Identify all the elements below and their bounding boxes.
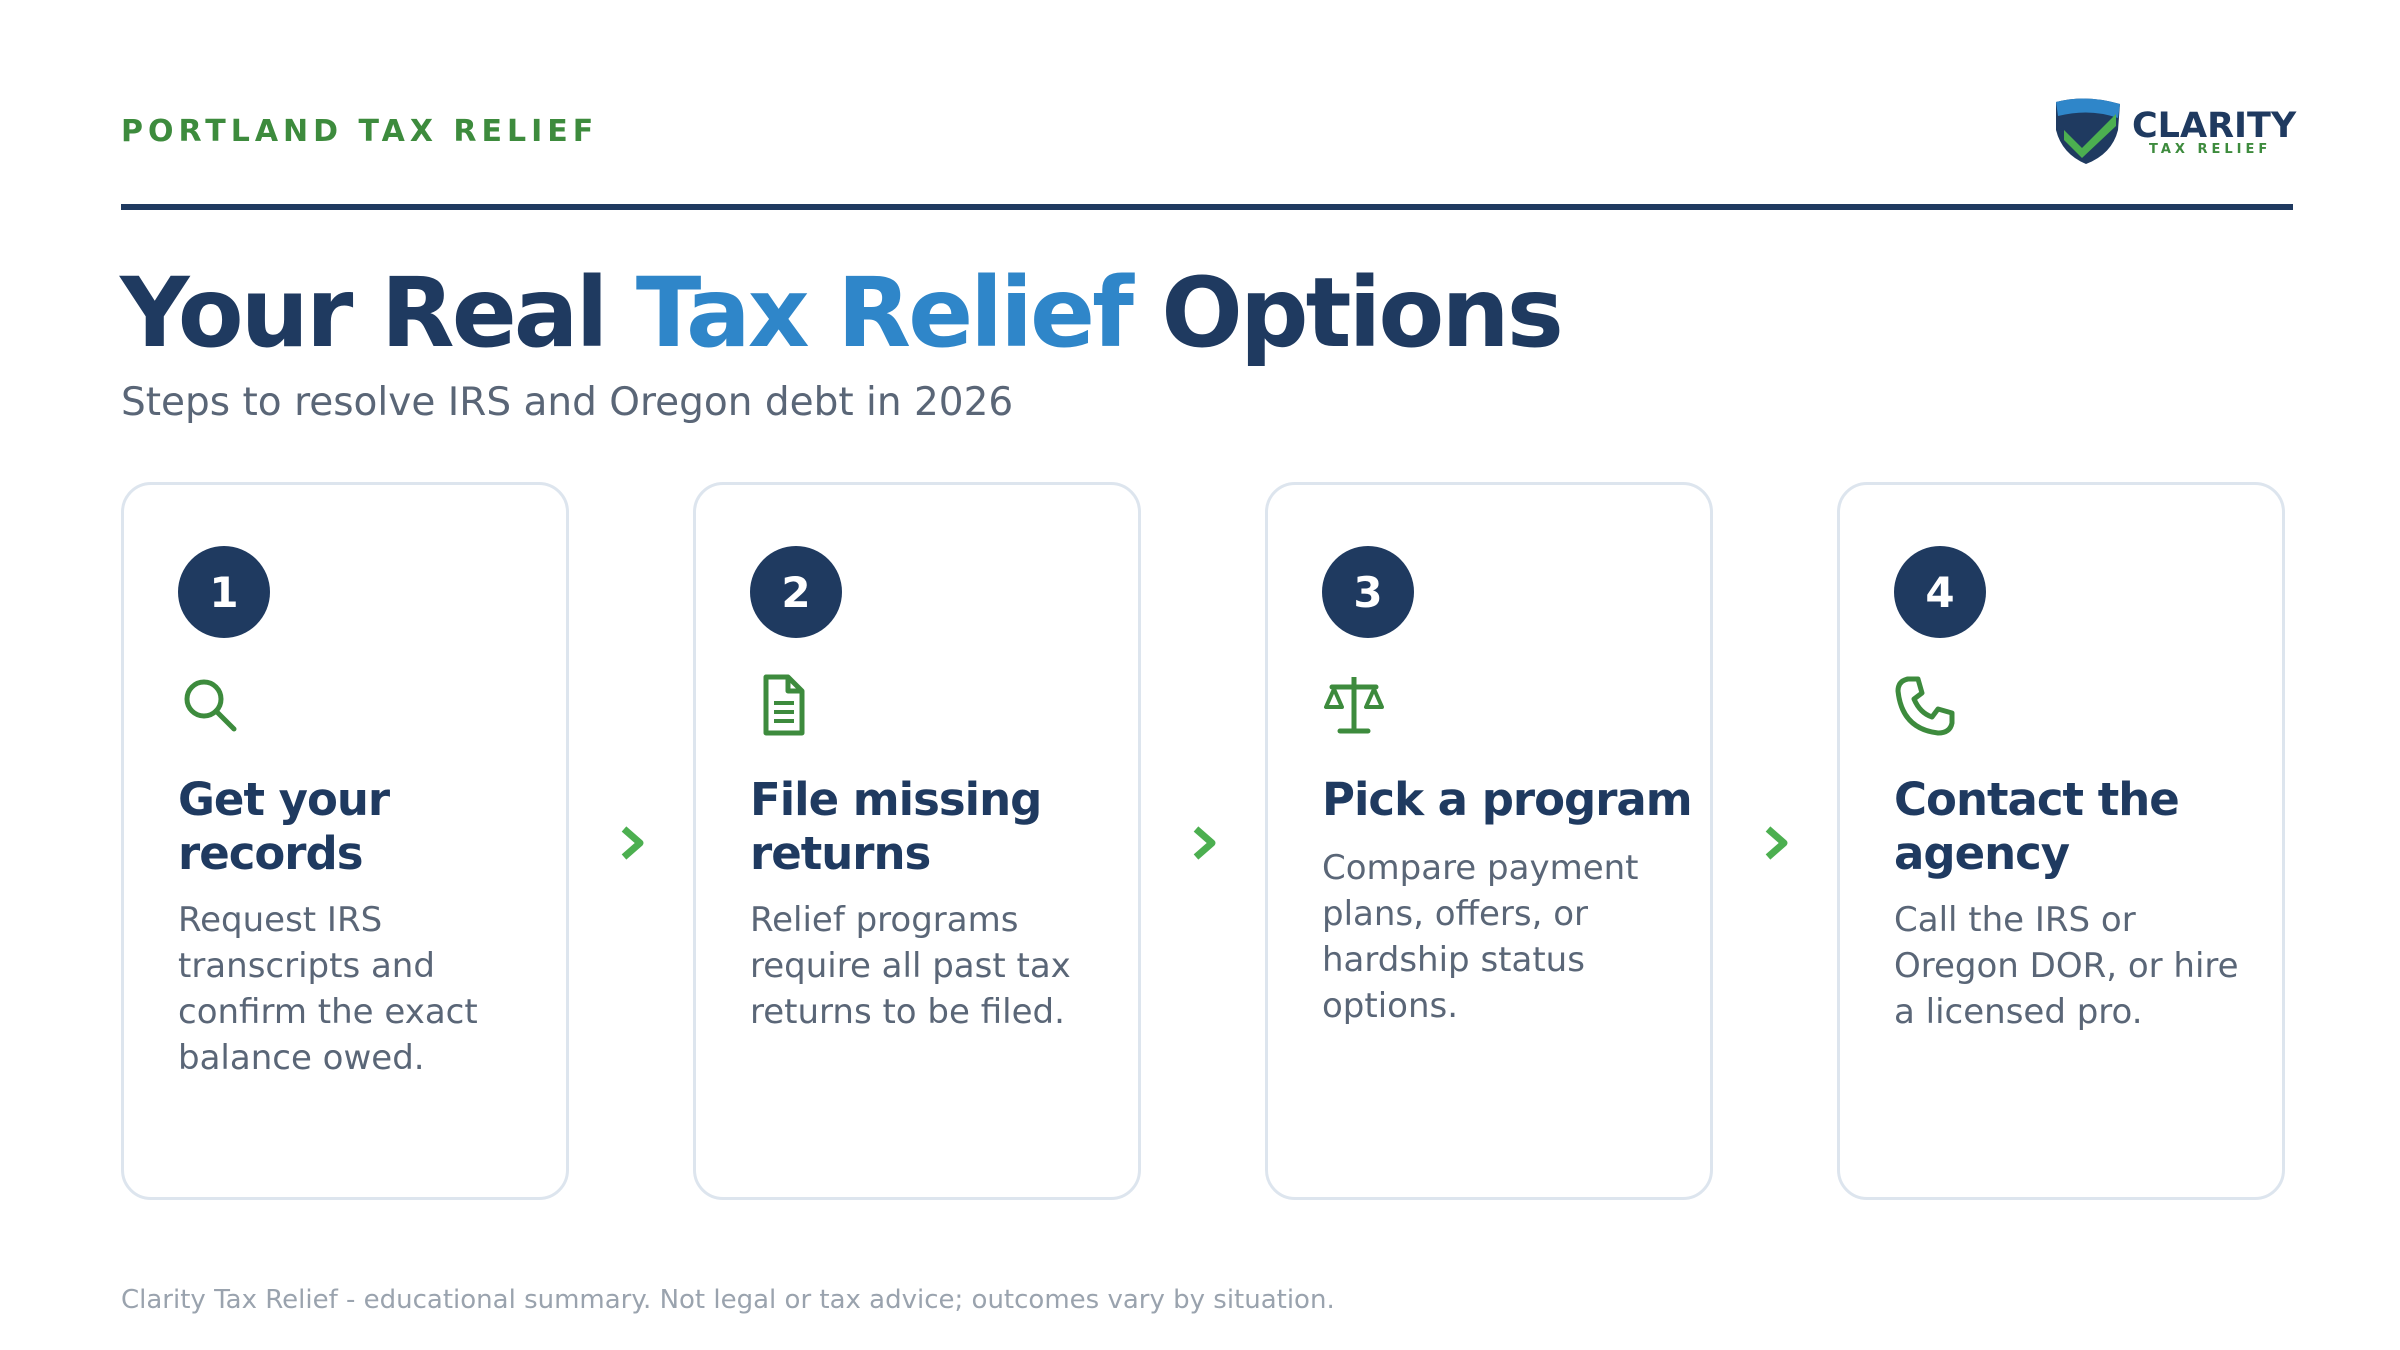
step-title: File missing returns [750,773,1042,880]
phone-icon [1895,676,1955,736]
step-number-badge: 4 [1894,546,1986,638]
search-icon [184,679,237,732]
shield-logo-icon [2056,98,2120,164]
title-accent: Tax Relief [635,257,1134,369]
step-description: Call the IRS or Oregon DOR, or hire a li… [1894,900,2239,1032]
logo-tagline: TAX RELIEF [2149,142,2272,157]
page-title: Your Real Tax Relief Options [120,257,1564,369]
page-subtitle: Steps to resolve IRS and Oregon debt in … [121,380,1014,425]
chevron-right-icon [1765,826,1788,860]
step-title: Contact the agency [1894,773,2180,880]
step-title: Get your records [178,773,390,880]
title-part-2: Options [1130,257,1564,369]
eyebrow-label: PORTLAND TAX RELIEF [121,114,599,149]
scales-icon [1324,677,1384,734]
step-description: Relief programs require all past tax ret… [750,900,1071,1032]
step-number-badge: 1 [178,546,270,638]
chevron-right-icon [621,826,644,860]
step-card-4: 4 Contact the agency Call the IRS or Ore… [1837,482,2285,1200]
step-number-badge: 3 [1322,546,1414,638]
step-description: Compare payment plans, offers, or hardsh… [1322,848,1639,1026]
brand-logo: CLARITY TAX RELIEF [2050,96,2297,166]
step-card-3: 3 Pick a program Compare payment plans, … [1265,482,1713,1200]
footer-disclaimer: Clarity Tax Relief - educational summary… [121,1285,1335,1315]
step-number-badge: 2 [750,546,842,638]
step-title: Pick a program [1322,773,1693,826]
step-card-1: 1 Get your records Request IRS transcrip… [121,482,569,1200]
logo-wordmark: CLARITY [2132,106,2297,146]
document-icon [763,674,805,736]
chevron-right-icon [1193,826,1216,860]
step-description: Request IRS transcripts and confirm the … [178,900,478,1078]
header-rule [121,204,2293,210]
title-part-1: Your Real [120,257,636,369]
step-card-2: 2 File missing returns Relief programs r… [693,482,1141,1200]
